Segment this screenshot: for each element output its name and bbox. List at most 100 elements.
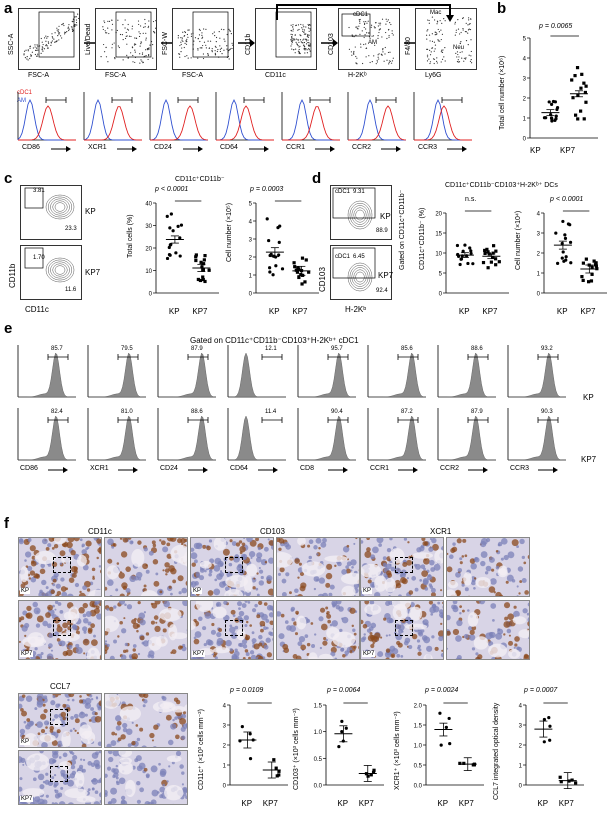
data-point [574,113,578,117]
ytick-label: 4 [223,704,227,710]
a-gate-xlabel-3: FSC-A [182,72,203,79]
a-hist-cd86 [17,92,76,141]
data-point [594,261,598,265]
f-ihc-ccl7-kp-low [18,693,102,748]
data-point [447,716,451,721]
data-point [491,255,495,260]
data-point [179,223,184,227]
data-point [548,724,552,728]
a-gate-label-5-b: AM [368,40,377,46]
ytick-label: 20 [145,247,152,253]
data-point [554,114,558,118]
data-point [493,257,498,261]
a-gate-ylabel-4: CD11b [245,33,252,55]
f-plot4-kp-label: KP [537,799,549,808]
a-hist-label-ccr2: CCR2 [352,144,372,151]
a-gate-plot-1 [18,8,80,70]
data-point [583,90,587,95]
c-plot2-scatter: 0 1 2 3 4 5 [249,200,319,298]
data-point [462,761,466,765]
b-group-kp7: KP7 [560,146,576,155]
c-gate-kp7-2: 11.6 [65,287,77,293]
f-zoom-box [50,709,68,725]
data-point [171,229,175,233]
d-gate-kp7-2: 92.4 [376,288,388,294]
data-point [550,117,554,121]
data-point [295,270,300,274]
d-flow-contours [332,187,376,292]
ytick-label: 0 [223,784,227,790]
ytick-label: 0 [537,292,541,298]
data-point [579,109,583,113]
a-hist-ccr2 [347,92,407,141]
data-point [466,261,470,266]
data-point [444,725,448,729]
data-point [468,246,472,250]
data-point [561,219,565,224]
data-point [439,743,443,747]
e-value-kp7-cd8: 90.4 [331,409,343,415]
f-plot2-scatter: 0.0 0.5 1.0 1.5 [314,702,384,790]
f-row-label-xcr1-kp7: KP7 [362,651,376,657]
a-gate-ylabel-1: SSC-A [8,33,15,55]
e-title: Gated on CD11c⁺CD11b⁻CD103⁺H-2Kᵇ⁺ cDC1 [190,336,359,345]
e-marker-label-cd64: CD64 [230,465,248,472]
data-point [178,254,182,258]
c-plot1-p: p < 0.0001 [155,186,189,193]
e-value-kp7-xcr1: 81.0 [121,409,133,415]
data-point [590,272,594,276]
ytick-label: 1.0 [414,744,423,750]
data-point [280,267,285,271]
ytick-label: 0 [439,292,443,298]
data-point [167,252,172,257]
data-point [201,275,205,279]
axis-arrow-icon [468,467,488,473]
e-value-kp7-ccr2: 87.9 [471,409,483,415]
data-point [471,262,475,266]
f-ihc-ccl7-kp-high [104,693,188,748]
d-gate-kp-1: 9.31 [353,189,365,195]
f-zoom-box [225,557,243,573]
data-point [240,725,244,729]
data-point [277,769,281,773]
axis-arrow-icon [117,146,137,152]
data-point [542,116,547,120]
c-row-kp7: KP7 [85,268,101,277]
data-point [165,214,169,218]
a-gate-xlabel-5: H-2Kᵇ [348,72,367,79]
data-point [167,245,171,250]
axis-arrow-icon [188,467,208,473]
e-value-kp-ccr2: 88.6 [471,346,483,352]
ytick-label: 0 [249,292,253,298]
f-plot1-kp-label: KP [241,799,253,808]
d-plot2-ylabel: Cell number (×10⁴) [515,210,522,270]
f-row-label-cd103-kp: KP [192,588,203,594]
data-point [590,265,594,269]
data-point [491,251,495,255]
e-value-kp-cd64: 12.1 [265,346,277,352]
f-ihc-xcr1-kp-low [360,537,444,597]
f-plot4-ylabel: CCL7 integrated optical density [493,702,500,800]
data-point [344,726,348,730]
data-point [483,248,487,253]
data-point [469,251,473,256]
data-point [176,224,180,228]
data-point [547,100,551,104]
data-point [277,773,281,777]
data-point [548,738,552,742]
ytick-label: 2 [519,744,523,750]
b-pvalue: p = 0.0065 [539,23,573,30]
data-point [178,236,182,240]
f-plot1-p: p = 0.0109 [230,687,264,694]
data-point [299,273,303,277]
f-plot4-p: p = 0.0007 [524,687,558,694]
data-point [292,261,296,265]
data-point [580,72,584,76]
e-value-kp7-cd24: 88.6 [191,409,203,415]
data-point [207,268,211,272]
f-plot2-kp7-label: KP7 [358,799,374,808]
f-plot3-scatter: 0.0 0.5 1.0 1.5 2.0 [414,702,484,790]
e-hist-kp7-ccr2 [437,408,496,461]
ytick-label: 1.5 [414,724,423,730]
panel-label-e: e [4,320,13,337]
